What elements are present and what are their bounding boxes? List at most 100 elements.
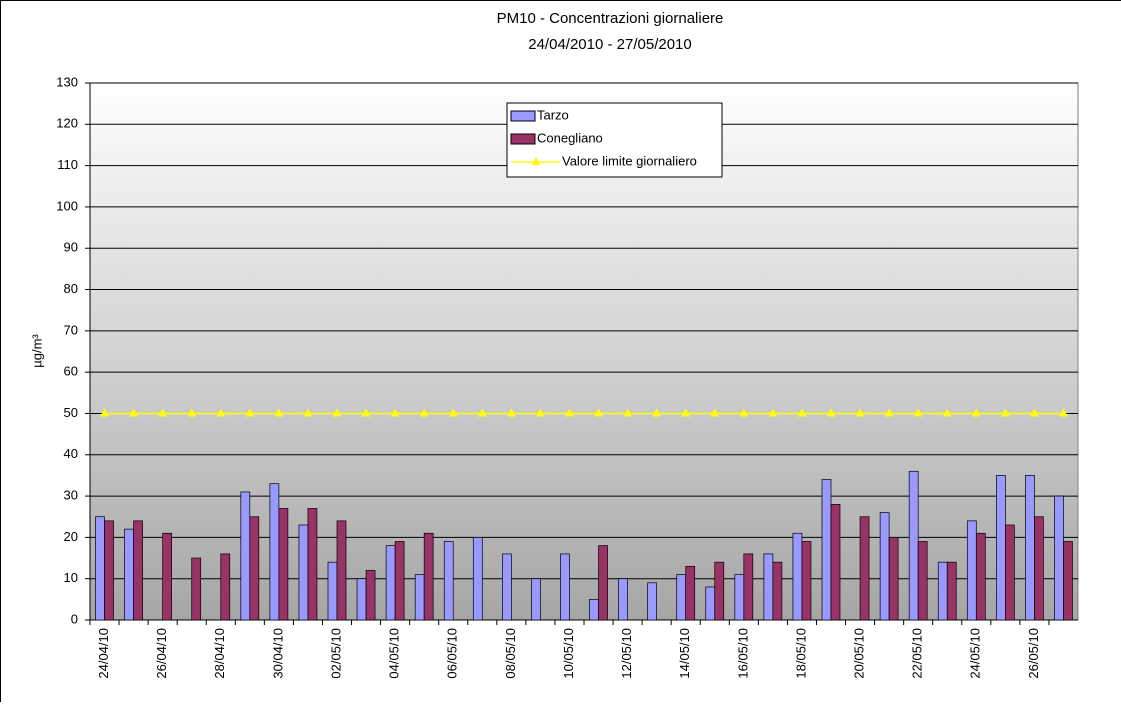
marker (1029, 408, 1039, 417)
x-tick-label: 08/05/10 (503, 628, 518, 679)
marker (216, 408, 226, 417)
marker (245, 408, 255, 417)
y-tick-label: 60 (64, 364, 78, 379)
x-tick-label: 24/04/10 (96, 628, 111, 679)
bar (502, 553, 512, 621)
marker (594, 408, 604, 417)
bar (647, 582, 657, 621)
bar (821, 479, 832, 621)
marker (971, 408, 981, 417)
y-tick-label: 70 (64, 322, 78, 337)
x-tick-label: 04/05/10 (387, 628, 402, 679)
marker (274, 408, 284, 417)
marker (855, 408, 865, 417)
marker (797, 408, 807, 417)
marker (361, 408, 371, 417)
marker (477, 408, 487, 417)
marker (100, 408, 110, 417)
x-tick-label: 18/05/10 (793, 628, 808, 679)
bar (220, 553, 231, 621)
x-tick-label: 20/05/10 (851, 628, 866, 679)
bar (124, 528, 134, 621)
bar (937, 561, 948, 621)
y-tick-label: 0 (71, 611, 78, 626)
marker (739, 408, 749, 417)
chart-title: PM10 - Concentrazioni giornaliere (497, 10, 724, 27)
bar (385, 545, 396, 621)
marker (564, 408, 574, 417)
x-tick-label: 10/05/10 (561, 628, 576, 679)
bar (618, 578, 628, 621)
x-tick-label: 02/05/10 (328, 628, 343, 679)
bar (1034, 516, 1044, 621)
bar (830, 503, 841, 621)
bar (879, 512, 890, 621)
bar (394, 541, 405, 621)
marker (1058, 408, 1068, 417)
bar (443, 541, 454, 621)
y-tick-label: 90 (64, 240, 78, 255)
legend-label: Conegliano (537, 130, 603, 145)
bar (589, 598, 599, 621)
bar (414, 574, 425, 621)
marker (681, 408, 691, 417)
x-tick-label: 30/04/10 (270, 628, 285, 679)
marker (332, 408, 342, 417)
x-tick-label: 14/05/10 (677, 628, 692, 679)
bar (298, 524, 309, 621)
x-tick-label: 28/04/10 (212, 628, 227, 679)
bar (327, 561, 338, 621)
chart-subtitle: 24/04/2010 - 27/05/2010 (528, 36, 691, 53)
bar (801, 541, 812, 621)
marker (652, 408, 662, 417)
marker (158, 408, 168, 417)
bar (531, 578, 541, 621)
x-tick-label: 26/04/10 (154, 628, 169, 679)
bar (472, 537, 483, 621)
legend-swatch (510, 110, 536, 122)
bar (1025, 475, 1035, 621)
bar (1054, 495, 1064, 621)
marker (1000, 408, 1010, 417)
y-tick-label: 100 (56, 198, 78, 213)
marker (506, 408, 516, 417)
bar (734, 574, 745, 621)
marker (390, 408, 400, 417)
bar (191, 557, 202, 621)
bar (917, 541, 928, 621)
bar (1063, 541, 1073, 621)
marker (826, 408, 836, 417)
marker (884, 408, 894, 417)
legend (506, 102, 723, 178)
marker (187, 408, 197, 417)
bar (307, 508, 318, 621)
x-tick-label: 16/05/10 (735, 628, 750, 679)
y-tick-label: 40 (64, 446, 78, 461)
bar (908, 470, 919, 621)
bar (743, 553, 754, 621)
bar (772, 561, 783, 621)
bar (356, 578, 367, 621)
bar (888, 537, 899, 621)
legend-swatch (531, 157, 541, 165)
marker (623, 408, 633, 417)
bar (365, 570, 376, 621)
x-tick-label: 06/05/10 (445, 628, 460, 679)
bar (705, 586, 716, 621)
bar (685, 565, 696, 621)
bar (95, 516, 105, 621)
y-tick-label: 10 (64, 570, 78, 585)
marker (535, 408, 545, 417)
bar (162, 532, 172, 621)
marker (129, 408, 139, 417)
x-tick-label: 26/05/10 (1026, 628, 1041, 679)
y-tick-label: 130 (56, 74, 78, 89)
bar (598, 545, 608, 621)
y-tick-label: 110 (57, 157, 78, 172)
bar (975, 532, 986, 621)
x-tick-label: 12/05/10 (619, 628, 634, 679)
bar (996, 475, 1006, 621)
bar (249, 516, 260, 621)
bar (423, 532, 434, 621)
